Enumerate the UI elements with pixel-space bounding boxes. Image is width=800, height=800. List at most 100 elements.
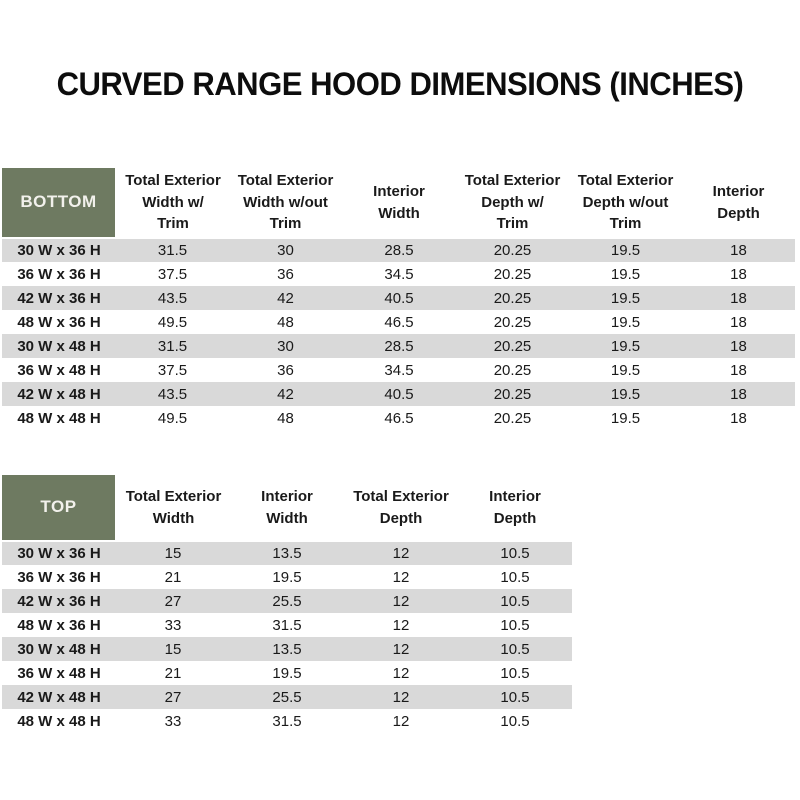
dimension-cell: 43.5 <box>157 385 188 403</box>
dimension-cell: 12 <box>392 545 410 562</box>
dimension-cell: 20.25 <box>493 265 532 283</box>
row-label: 36 W x 48 H <box>17 664 101 682</box>
dimension-cell: 12 <box>392 592 410 610</box>
top-corner-header: TOP <box>2 475 117 542</box>
dimension-cell: 10.5 <box>500 545 530 562</box>
column-header: Total Exterior Depth <box>344 475 458 542</box>
dimension-cell: 28.5 <box>384 242 414 259</box>
dimension-cell: 31.5 <box>157 337 188 355</box>
dimension-cell: 19.5 <box>610 361 641 379</box>
dimension-cell: 18 <box>730 289 747 307</box>
column-header: Interior Depth <box>458 475 572 542</box>
dimension-cell: 28.5 <box>384 337 414 355</box>
dimension-cell: 19.5 <box>272 664 302 682</box>
column-header: Interior Depth <box>682 168 795 239</box>
row-label: 36 W x 36 H <box>17 265 101 283</box>
table-row: 30 W x 36 H 15 13.5 12 10.5 <box>2 541 572 565</box>
dimension-cell: 19.5 <box>610 265 641 283</box>
dimension-cell: 13.5 <box>272 545 302 562</box>
row-label: 30 W x 36 H <box>17 545 101 562</box>
table-row: 42 W x 48 H 27 25.5 12 10.5 <box>2 685 572 709</box>
row-label: 42 W x 48 H <box>17 688 101 706</box>
dimension-cell: 10.5 <box>500 712 530 730</box>
dimension-cell: 12 <box>392 712 410 730</box>
dimension-cell: 33 <box>164 616 182 634</box>
table-row: 48 W x 48 H 49.5 48 46.5 20.25 19.5 18 <box>2 406 795 430</box>
dimension-cell: 48 <box>277 313 294 331</box>
dimension-cell: 40.5 <box>384 385 414 403</box>
table-row: 30 W x 36 H 31.5 30 28.5 20.25 19.5 18 <box>2 238 795 262</box>
column-header: Interior Width <box>342 168 456 239</box>
dimension-cell: 20.25 <box>493 361 532 379</box>
dimension-cell: 10.5 <box>500 616 530 634</box>
top-dimensions-table: TOP Total Exterior Width Interior Width … <box>2 475 572 733</box>
bottom-dimensions-table: BOTTOM Total Exterior Width w/ Trim Tota… <box>2 168 795 430</box>
dimension-cell: 37.5 <box>157 361 188 379</box>
top-header-row: TOP Total Exterior Width Interior Width … <box>2 475 572 542</box>
dimension-cell: 15 <box>164 545 182 562</box>
bottom-header-row: BOTTOM Total Exterior Width w/ Trim Tota… <box>2 168 795 239</box>
bottom-corner-header: BOTTOM <box>2 168 117 239</box>
dimension-cell: 46.5 <box>384 313 414 331</box>
row-label: 36 W x 48 H <box>17 361 101 379</box>
column-header: Total Exterior Width w/ Trim <box>116 168 229 239</box>
dimension-cell: 19.5 <box>272 568 302 586</box>
dimension-cell: 10.5 <box>500 640 530 658</box>
dimension-cell: 18 <box>730 337 747 355</box>
dimension-cell: 20.25 <box>493 313 532 331</box>
dimension-cell: 12 <box>392 640 410 658</box>
column-header: Total Exterior Width w/out Trim <box>229 168 342 239</box>
dimension-cell: 10.5 <box>500 664 530 682</box>
dimension-cell: 18 <box>730 313 747 331</box>
table-row: 42 W x 36 H 27 25.5 12 10.5 <box>2 589 572 613</box>
dimension-cell: 19.5 <box>610 409 641 427</box>
column-header: Total Exterior Depth w/ Trim <box>456 168 569 239</box>
row-label: 42 W x 48 H <box>17 385 101 403</box>
dimension-cell: 18 <box>730 265 747 283</box>
dimension-cell: 10.5 <box>500 568 530 586</box>
row-label: 36 W x 36 H <box>17 568 101 586</box>
dimension-cell: 30 <box>277 337 294 355</box>
dimension-cell: 25.5 <box>272 592 302 610</box>
dimension-cell: 20.25 <box>493 385 532 403</box>
row-label: 42 W x 36 H <box>17 289 101 307</box>
dimension-cell: 20.25 <box>493 409 532 427</box>
dimension-cell: 12 <box>392 688 410 706</box>
dimension-cell: 34.5 <box>384 265 414 283</box>
dimension-cell: 15 <box>164 640 182 658</box>
dimension-cell: 49.5 <box>157 313 188 331</box>
dimension-cell: 33 <box>164 712 182 730</box>
dimension-cell: 40.5 <box>384 289 414 307</box>
dimension-cell: 12 <box>392 568 410 586</box>
dimension-cell: 21 <box>164 664 182 682</box>
dimension-cell: 19.5 <box>610 385 641 403</box>
dimension-cell: 42 <box>277 385 294 403</box>
page-title: CURVED RANGE HOOD DIMENSIONS (INCHES) <box>56 66 744 102</box>
table-row: 30 W x 48 H 31.5 30 28.5 20.25 19.5 18 <box>2 334 795 358</box>
row-label: 30 W x 48 H <box>17 640 101 658</box>
dimension-cell: 43.5 <box>157 289 188 307</box>
dimension-cell: 46.5 <box>384 409 414 427</box>
dimension-cell: 25.5 <box>272 688 302 706</box>
dimension-cell: 31.5 <box>272 616 302 634</box>
dimension-cell: 19.5 <box>610 289 641 307</box>
dimension-cell: 10.5 <box>500 688 530 706</box>
column-header: Total Exterior Width <box>116 475 230 542</box>
table-row: 36 W x 36 H 21 19.5 12 10.5 <box>2 565 572 589</box>
row-label: 48 W x 48 H <box>17 409 101 427</box>
dimension-cell: 18 <box>730 242 747 259</box>
dimension-cell: 19.5 <box>610 313 641 331</box>
table-row: 36 W x 48 H 21 19.5 12 10.5 <box>2 661 572 685</box>
dimension-cell: 18 <box>730 409 747 427</box>
dimension-cell: 18 <box>730 361 747 379</box>
dimension-cell: 30 <box>277 242 294 259</box>
row-label: 48 W x 48 H <box>17 712 101 730</box>
dimension-cell: 19.5 <box>610 337 641 355</box>
table-row: 42 W x 48 H 43.5 42 40.5 20.25 19.5 18 <box>2 382 795 406</box>
dimension-cell: 10.5 <box>500 592 530 610</box>
column-header: Interior Width <box>230 475 344 542</box>
table-row: 48 W x 36 H 33 31.5 12 10.5 <box>2 613 572 637</box>
table-row: 36 W x 36 H 37.5 36 34.5 20.25 19.5 18 <box>2 262 795 286</box>
row-label: 30 W x 48 H <box>17 337 101 355</box>
